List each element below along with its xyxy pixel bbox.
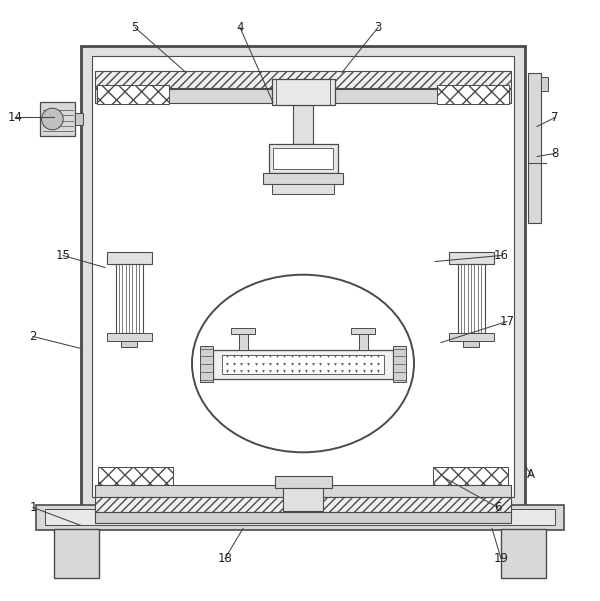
Text: 14: 14 [7, 111, 23, 124]
Bar [351, 328, 375, 334]
Bar [75, 113, 83, 124]
Text: 4: 4 [236, 21, 244, 34]
Text: A: A [527, 468, 535, 481]
Bar [222, 355, 384, 374]
Bar [275, 476, 331, 487]
Bar [271, 79, 335, 105]
Bar [107, 334, 151, 341]
Bar [81, 46, 525, 507]
Bar [239, 334, 248, 350]
Bar [98, 467, 173, 484]
Bar [449, 252, 493, 264]
Bar [213, 350, 393, 379]
Bar [458, 264, 485, 334]
Bar [200, 346, 213, 382]
Bar [501, 528, 546, 578]
Bar [121, 341, 137, 347]
Text: 1: 1 [29, 501, 37, 514]
Bar [449, 334, 493, 341]
Bar [36, 504, 564, 529]
Bar [115, 264, 143, 334]
Circle shape [41, 108, 63, 130]
Text: 15: 15 [56, 249, 70, 262]
Bar [272, 183, 334, 194]
Bar [269, 144, 337, 172]
Bar [95, 511, 511, 522]
Bar [54, 528, 99, 578]
Bar [45, 509, 555, 525]
Bar [95, 484, 511, 496]
Bar [433, 467, 508, 484]
Bar [541, 78, 548, 91]
Text: 16: 16 [493, 249, 509, 262]
Text: 3: 3 [374, 21, 382, 34]
Bar [92, 56, 514, 496]
Bar [293, 105, 313, 144]
Bar [263, 172, 343, 183]
Bar [95, 89, 511, 103]
Text: 17: 17 [499, 315, 515, 328]
Bar [107, 252, 151, 264]
Bar [97, 85, 169, 105]
Text: 7: 7 [551, 111, 559, 124]
Bar [95, 496, 511, 511]
Text: 6: 6 [494, 501, 502, 514]
Bar [359, 334, 367, 350]
Bar [283, 487, 323, 510]
Text: 19: 19 [493, 552, 509, 565]
Bar [463, 341, 479, 347]
Bar [393, 346, 406, 382]
Bar [231, 328, 255, 334]
Text: 8: 8 [551, 147, 559, 160]
Text: 5: 5 [131, 21, 139, 34]
Bar [40, 103, 75, 135]
Bar [437, 85, 509, 105]
Bar [95, 71, 511, 88]
Bar [274, 148, 332, 168]
Text: 18: 18 [218, 552, 232, 565]
Text: 2: 2 [29, 330, 37, 343]
Bar [528, 73, 541, 222]
